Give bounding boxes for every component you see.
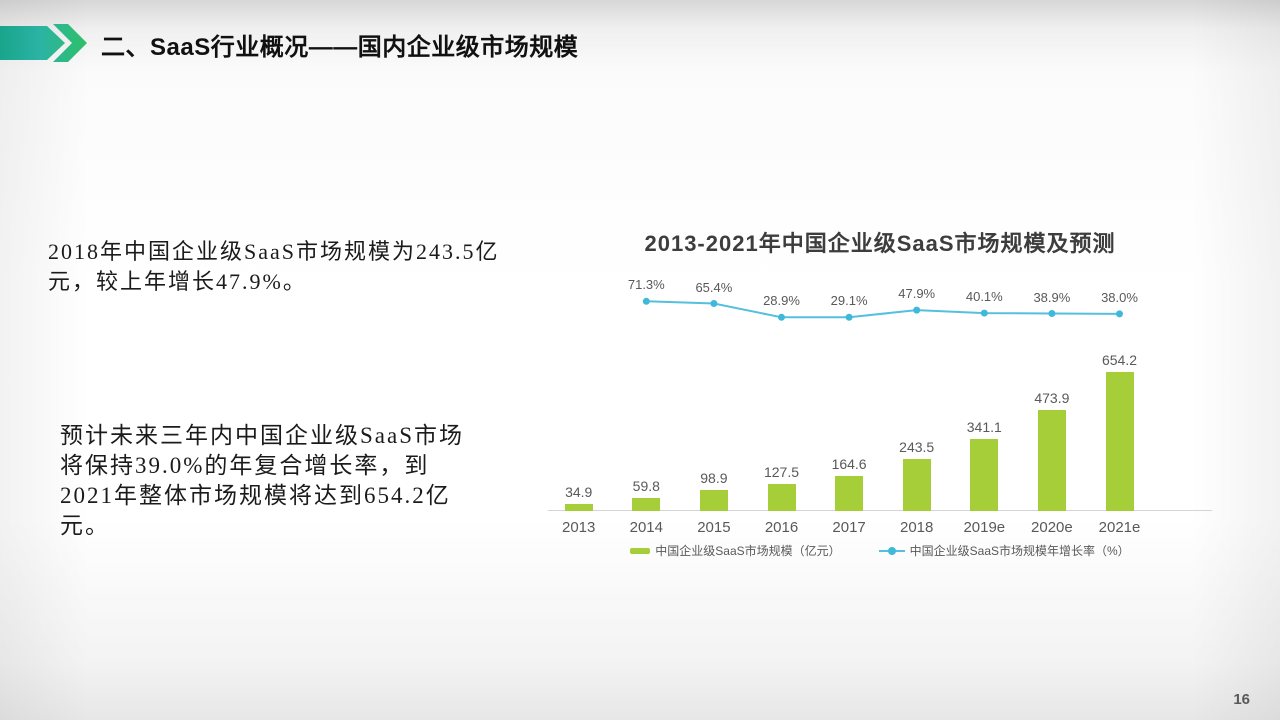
growth-dot [642,297,650,305]
bar-value-label: 164.6 [831,456,867,473]
x-axis-label: 2016 [764,519,799,536]
bar-2015 [699,490,728,511]
x-axis-label: 2013 [562,519,596,536]
x-axis-label: 2015 [697,519,731,536]
x-axis-label: 2018 [900,519,934,536]
growth-rate-label: 38.0% [1101,289,1138,305]
growth-rate-label: 65.4% [695,279,733,295]
growth-rate-label: 38.9% [1033,289,1071,305]
chart-saas-market: 2013-2021年中国企业级SaaS市场规模及预测 中国企业级SaaS市场规模… [540,218,1220,568]
growth-rate-label: 71.3% [627,277,665,293]
bar-value-label: 243.5 [899,439,935,456]
chart-x-axis-line [548,510,1212,511]
legend-item-growth-rate: 中国企业级SaaS市场规模年增长率（%） [878,542,1130,559]
bar-2019e [970,438,999,511]
growth-rate-label: 40.1% [965,289,1003,305]
paragraph-market-2018: 2018年中国企业级SaaS市场规模为243.5亿元，较上年增长47.9%。 [48,239,500,294]
bar-2017 [835,476,864,511]
x-axis-label: 2014 [629,519,663,536]
page-title: 二、SaaS行业概况——国内企业级市场规模 [101,34,579,61]
legend-label-growth-rate: 中国企业级SaaS市场规模年增长率（%） [909,544,1130,558]
growth-dot [778,313,785,321]
growth-rate-label: 29.1% [830,293,868,309]
growth-dot [1116,310,1123,318]
bar-2013 [564,503,593,511]
x-axis-label: 2017 [832,519,866,536]
bar-value-label: 127.5 [763,463,800,480]
growth-dot [980,309,988,317]
bar-2014 [632,498,661,511]
bar-value-label: 34.9 [565,483,593,500]
x-axis-label: 2020e [1031,519,1073,536]
bar-value-label: 341.1 [966,418,1002,435]
growth-rate-label: 28.9% [763,293,800,309]
page-number: 16 [1233,691,1250,708]
legend-item-market-size: 中国企业级SaaS市场规模（亿元） [630,542,841,559]
growth-line [642,297,1123,321]
legend-label-market-size: 中国企业级SaaS市场规模（亿元） [655,544,841,558]
bar-series-swatch-icon [630,547,651,554]
growth-rate-label: 47.9% [898,286,936,302]
x-axis-label: 2019e [963,519,1006,536]
bar-value-label: 473.9 [1034,390,1070,407]
growth-dot [845,313,853,321]
growth-dot [913,306,921,314]
bar-value-label: 98.9 [700,470,728,486]
x-axis-label: 2021e [1098,519,1141,536]
growth-dot [1048,310,1056,318]
header-arrow-icon [0,22,90,62]
bar-2020e [1037,410,1066,511]
growth-dot [710,300,718,308]
bar-2021e [1105,372,1134,511]
chart-legend: 中国企业级SaaS市场规模（亿元） 中国企业级SaaS市场规模年增长率（%） [540,542,1220,559]
chart-title: 2013-2021年中国企业级SaaS市场规模及预测 [644,231,1116,256]
line-series-swatch-icon [878,546,905,555]
bar-2018 [902,459,931,511]
bar-value-label: 59.8 [632,478,660,495]
paragraph-forecast: 预计未来三年内中国企业级SaaS市场将保持39.0%的年复合增长率，到2021年… [60,423,464,538]
bar-2016 [767,483,796,511]
bar-value-label: 654.2 [1101,352,1138,369]
